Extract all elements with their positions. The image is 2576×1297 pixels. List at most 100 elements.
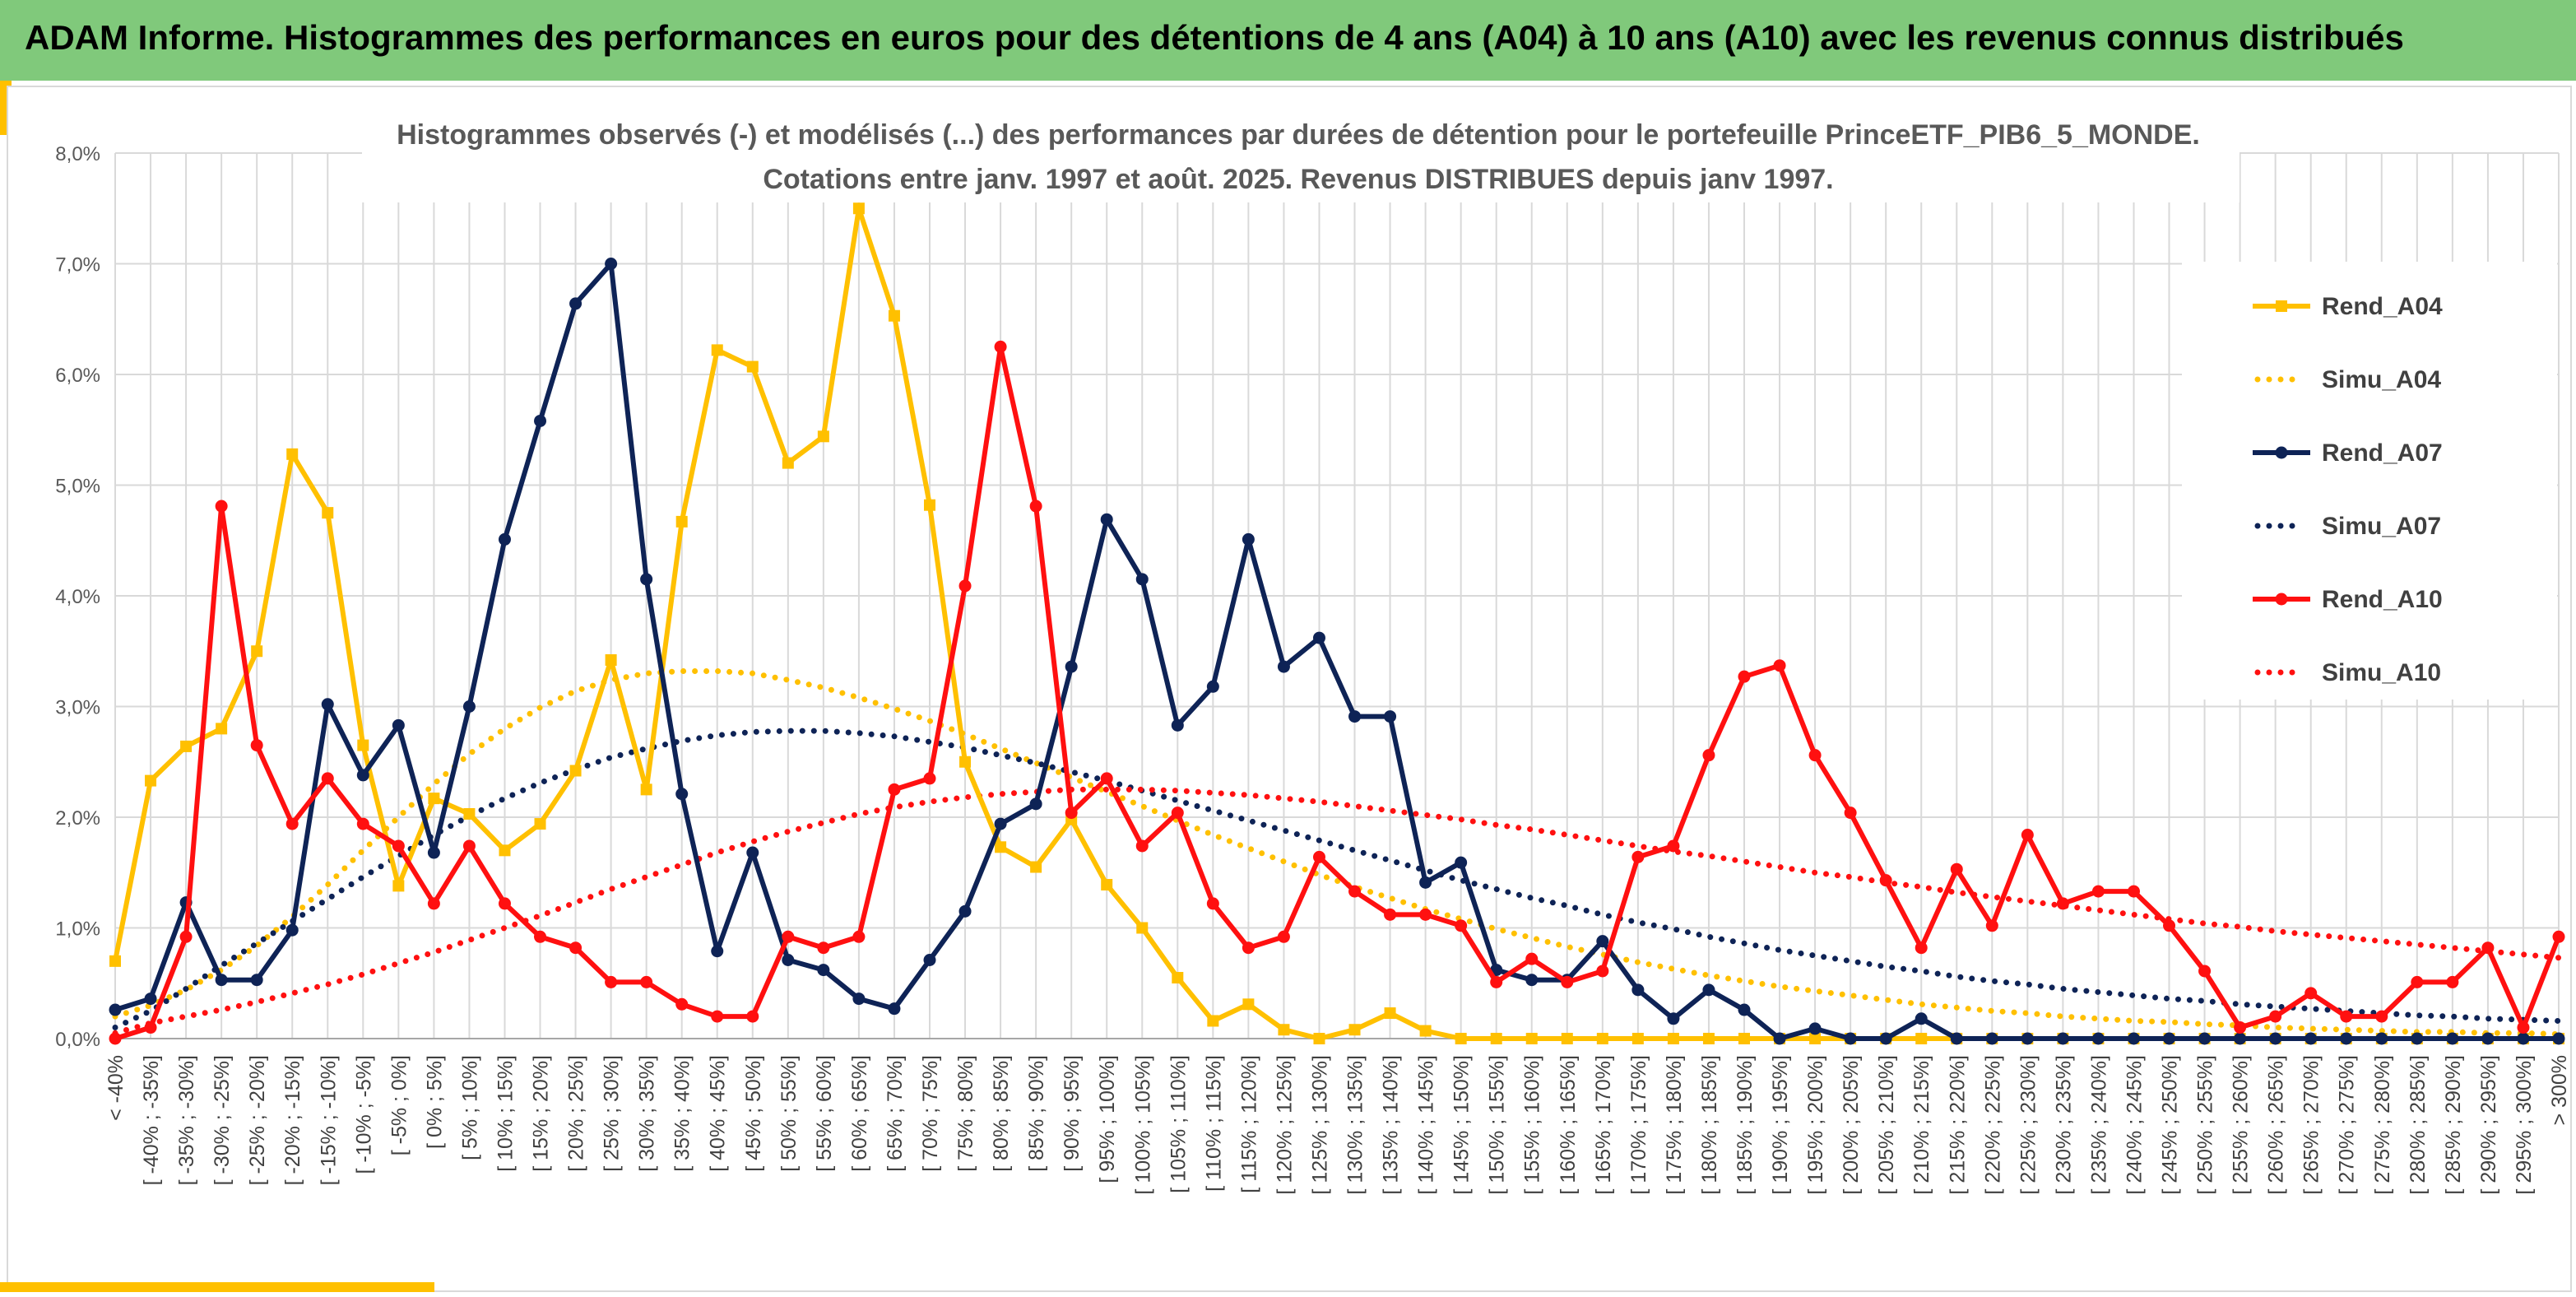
y-tick-label: 2,0% [55, 807, 100, 830]
data-point [1242, 998, 1255, 1011]
data-point [109, 955, 121, 967]
data-point [2304, 1032, 2318, 1045]
data-point [534, 818, 546, 830]
data-point [2056, 1032, 2069, 1045]
data-point [1029, 797, 1042, 811]
x-tick-label: [ 10% ; 15%] [494, 1055, 517, 1172]
data-point [145, 774, 157, 787]
data-point [1738, 670, 1751, 683]
page-title: ADAM Informe. Histogrammes des performan… [25, 18, 2404, 57]
data-point [2446, 1032, 2459, 1045]
y-tick-label: 0,0% [55, 1029, 100, 1051]
data-point [1278, 1024, 1290, 1036]
x-tick-label: [ 105% ; 110%] [1167, 1055, 1190, 1193]
data-point [2411, 1032, 2424, 1045]
x-tick-label: [ 90% ; 95%] [1061, 1055, 1084, 1172]
series-line [114, 344, 2561, 1041]
data-point [1277, 660, 1290, 673]
data-point [1455, 1033, 1467, 1044]
x-tick-label: [ 240% ; 245%] [2123, 1055, 2146, 1195]
x-tick-label: [ 145% ; 150%] [1450, 1055, 1474, 1195]
x-tick-label: [ 135% ; 140%] [1380, 1055, 1403, 1195]
data-point [1985, 919, 1998, 932]
legend-item-rend_a10: Rend_A10 [2253, 586, 2443, 613]
legend-label: Rend_A04 [2322, 293, 2443, 320]
data-point [356, 769, 369, 782]
series-simu_a07 [112, 728, 2562, 1030]
data-point [1702, 1033, 1715, 1044]
x-tick-label: [ -25% ; -20%] [246, 1055, 269, 1185]
y-tick-label: 7,0% [55, 254, 100, 277]
accent-bar-bottom [0, 1282, 434, 1292]
data-point [392, 880, 405, 892]
data-point [356, 817, 369, 830]
x-tick-label: [ 150% ; 155%] [1486, 1055, 1509, 1195]
data-point [1738, 1003, 1751, 1016]
data-point [1455, 919, 1468, 932]
data-point [1277, 930, 1290, 943]
data-point [215, 974, 228, 987]
data-point [1844, 1032, 1857, 1045]
x-tick-label: [ -10% ; -5%] [352, 1055, 375, 1174]
data-point [498, 532, 511, 546]
x-tick-label: [ 0% ; 5%] [423, 1055, 446, 1149]
data-point [1525, 1033, 1538, 1044]
data-point [1879, 874, 1892, 887]
data-point [958, 904, 972, 918]
data-point [1348, 885, 1362, 898]
data-point [1561, 975, 1574, 988]
data-point [285, 817, 299, 830]
y-tick-label: 6,0% [55, 365, 100, 387]
data-point [216, 723, 228, 735]
data-point [1419, 1025, 1432, 1037]
x-tick-label: [ 75% ; 80%] [954, 1055, 977, 1172]
data-point [923, 772, 936, 785]
data-point [1100, 772, 1113, 785]
data-point [1738, 1033, 1750, 1044]
data-point [1207, 1015, 1219, 1027]
data-point [924, 499, 935, 511]
data-point [109, 1032, 122, 1045]
data-point [2304, 987, 2318, 1000]
data-point [923, 954, 936, 967]
x-tick-label: [ 65% ; 70%] [884, 1055, 907, 1172]
data-point [109, 1003, 122, 1016]
legend-item-simu_a10: Simu_A10 [2254, 659, 2441, 686]
data-point [2163, 1032, 2176, 1045]
data-point [392, 718, 405, 732]
x-tick-label: [ 215% ; 220%] [1946, 1055, 1969, 1195]
x-tick-label: [ 195% ; 200%] [1804, 1055, 1827, 1195]
data-point [392, 839, 405, 853]
data-point [640, 975, 653, 988]
x-tick-label: [ 175% ; 180%] [1663, 1055, 1686, 1195]
data-point [1171, 807, 1184, 820]
data-point [2163, 919, 2176, 932]
data-point [1915, 1012, 1928, 1025]
header-banner: ADAM Informe. Histogrammes des performan… [0, 0, 2576, 81]
data-point [427, 897, 440, 910]
data-point [995, 841, 1007, 853]
series [109, 202, 2565, 1045]
x-tick-label: [ 180% ; 185%] [1698, 1055, 1721, 1195]
x-tick-label: [ 250% ; 255%] [2194, 1055, 2217, 1195]
data-point [2446, 975, 2459, 988]
data-point [321, 772, 334, 785]
x-tick-label: [ 225% ; 230%] [2017, 1055, 2040, 1195]
x-tick-label: [ 125% ; 130%] [1308, 1055, 1331, 1195]
x-tick-label: [ 295% ; 300%] [2513, 1055, 2536, 1195]
data-point [1455, 856, 1468, 869]
data-point [2375, 1032, 2388, 1045]
series-line [112, 786, 2562, 1036]
x-tick-label: [ 60% ; 65%] [848, 1055, 871, 1172]
data-point [1242, 941, 1255, 955]
data-point [569, 297, 583, 310]
data-point [1667, 1012, 1680, 1025]
data-point [1206, 680, 1219, 693]
y-tick-label: 3,0% [55, 697, 100, 719]
data-point [144, 993, 157, 1006]
data-point [2340, 1010, 2353, 1023]
data-point [285, 923, 299, 937]
x-tick-label: [ -20% ; -15%] [281, 1055, 304, 1185]
data-point [1596, 935, 1609, 948]
